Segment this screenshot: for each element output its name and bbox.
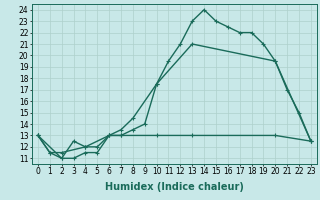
X-axis label: Humidex (Indice chaleur): Humidex (Indice chaleur) — [105, 182, 244, 192]
